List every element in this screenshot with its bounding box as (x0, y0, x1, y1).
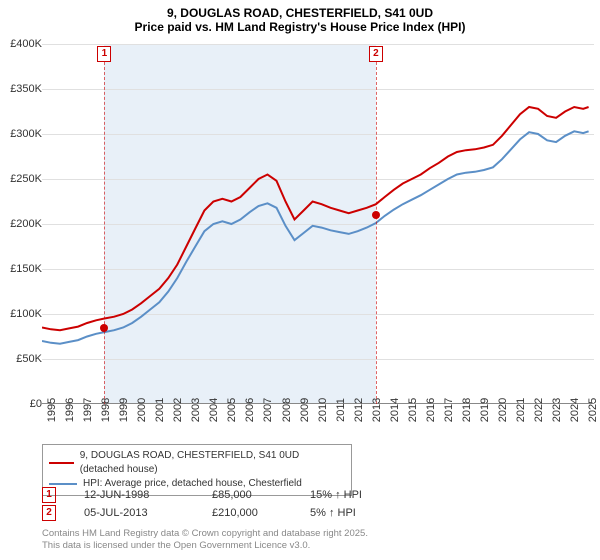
y-tick-label: £300K (10, 128, 42, 140)
sale-event-dot (100, 324, 108, 332)
sale-date-2: 05-JUL-2013 (84, 507, 184, 519)
x-tick-label: 2010 (317, 398, 329, 422)
x-tick-label: 1997 (82, 398, 94, 422)
x-tick-label: 2019 (479, 398, 491, 422)
footnote-line-2: This data is licensed under the Open Gov… (42, 540, 368, 552)
sale-badge-1: 1 (42, 487, 56, 503)
x-tick-label: 2009 (299, 398, 311, 422)
y-tick-label: £150K (10, 263, 42, 275)
y-tick-label: £100K (10, 308, 42, 320)
chart-container: 9, DOUGLAS ROAD, CHESTERFIELD, S41 0UD P… (0, 0, 600, 560)
sales-row-1: 1 12-JUN-1998 £85,000 15% ↑ HPI (42, 486, 390, 504)
chart-area: 12 (42, 44, 594, 404)
sale-badge-2: 2 (42, 505, 56, 521)
line-layer (42, 44, 594, 404)
legend-swatch-hpi (49, 483, 77, 485)
x-tick-label: 2022 (533, 398, 545, 422)
sale-price-1: £85,000 (212, 489, 282, 501)
sale-event-marker: 2 (369, 46, 383, 62)
sale-event-line (376, 62, 377, 404)
x-tick-label: 2020 (497, 398, 509, 422)
x-tick-label: 2012 (353, 398, 365, 422)
x-tick-label: 2025 (587, 398, 599, 422)
sales-table: 1 12-JUN-1998 £85,000 15% ↑ HPI 2 05-JUL… (42, 486, 390, 522)
x-tick-label: 1995 (46, 398, 58, 422)
sale-delta-1: 15% ↑ HPI (310, 489, 390, 501)
sale-price-2: £210,000 (212, 507, 282, 519)
x-tick-label: 2008 (281, 398, 293, 422)
footnote-line-1: Contains HM Land Registry data © Crown c… (42, 528, 368, 540)
x-tick-label: 2002 (172, 398, 184, 422)
y-tick-label: £350K (10, 83, 42, 95)
sale-event-line (104, 62, 105, 404)
y-tick-label: £50K (16, 353, 42, 365)
footnote: Contains HM Land Registry data © Crown c… (42, 528, 368, 552)
x-tick-label: 1999 (118, 398, 130, 422)
x-tick-label: 2007 (262, 398, 274, 422)
plot-area: 12 (42, 44, 594, 404)
legend-swatch-price (49, 462, 74, 464)
chart-title: 9, DOUGLAS ROAD, CHESTERFIELD, S41 0UD (0, 0, 600, 20)
x-tick-label: 2021 (515, 398, 527, 422)
x-tick-label: 2023 (551, 398, 563, 422)
x-tick-label: 2024 (569, 398, 581, 422)
series-line (42, 131, 589, 343)
legend-label-price: 9, DOUGLAS ROAD, CHESTERFIELD, S41 0UD (… (80, 449, 345, 477)
x-tick-label: 2003 (190, 398, 202, 422)
sale-event-marker: 1 (97, 46, 111, 62)
x-tick-label: 2016 (425, 398, 437, 422)
chart-subtitle: Price paid vs. HM Land Registry's House … (0, 20, 600, 38)
series-line (42, 107, 589, 330)
x-tick-label: 2017 (443, 398, 455, 422)
y-tick-label: £250K (10, 173, 42, 185)
sale-delta-2: 5% ↑ HPI (310, 507, 390, 519)
x-tick-label: 2014 (389, 398, 401, 422)
x-tick-label: 2001 (154, 398, 166, 422)
sale-date-1: 12-JUN-1998 (84, 489, 184, 501)
x-tick-label: 2006 (244, 398, 256, 422)
x-tick-label: 1998 (100, 398, 112, 422)
x-tick-label: 2015 (407, 398, 419, 422)
y-tick-label: £400K (10, 38, 42, 50)
x-tick-label: 2000 (136, 398, 148, 422)
y-tick-label: £200K (10, 218, 42, 230)
y-tick-label: £0 (30, 398, 42, 410)
x-tick-label: 2011 (335, 398, 347, 422)
x-tick-label: 2018 (461, 398, 473, 422)
legend-row-1: 9, DOUGLAS ROAD, CHESTERFIELD, S41 0UD (… (49, 449, 345, 477)
x-tick-label: 2004 (208, 398, 220, 422)
x-tick-label: 2013 (371, 398, 383, 422)
sale-event-dot (372, 211, 380, 219)
sales-row-2: 2 05-JUL-2013 £210,000 5% ↑ HPI (42, 504, 390, 522)
x-tick-label: 1996 (64, 398, 76, 422)
x-tick-label: 2005 (226, 398, 238, 422)
